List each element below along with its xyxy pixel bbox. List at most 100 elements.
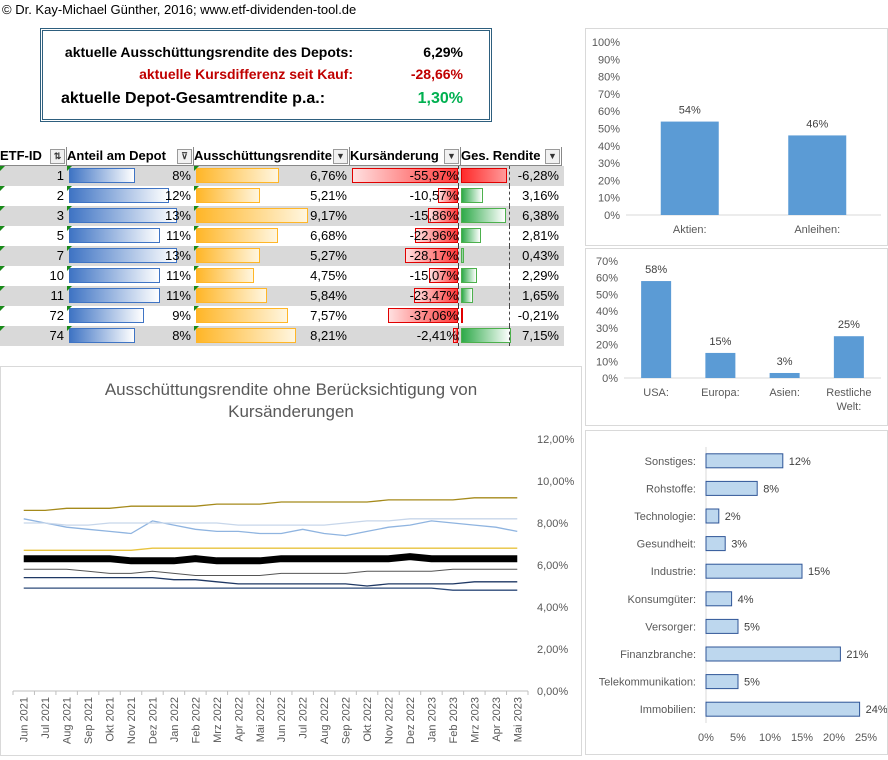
cell-anteil[interactable]: 13% [67,206,193,226]
cell-etf-id[interactable]: 74 [0,326,66,346]
y-tick-label: Versorger: [645,621,696,633]
cell-ausschuettung[interactable]: 9,17% [194,206,349,226]
y-tick-label: 50% [596,289,618,301]
cell-ges-rendite[interactable]: 6,38% [461,206,561,226]
x-tick-label: Restliche [826,387,871,399]
chevron-down-icon[interactable]: ▼ [444,149,459,164]
cell-ges-rendite[interactable]: 2,81% [461,226,561,246]
cell-anteil-text: 11% [165,228,191,243]
cell-ges-rendite-text: 0,43% [522,248,559,263]
cell-ausschuettung[interactable]: 5,27% [194,246,349,266]
header-ges-rendite[interactable]: Ges. Rendite ▼ [461,147,562,166]
filter-active-icon[interactable]: ⊽ [177,149,192,164]
kurs-databar [437,188,458,203]
cell-kursaenderung[interactable]: -55,97% [350,166,460,186]
y-tick-label: 12,00% [537,434,575,446]
bar [705,618,739,634]
cell-etf-id[interactable]: 10 [0,266,66,286]
table-row[interactable]: 72 9% 7,57% -37,06% -0,21% [0,306,564,326]
axis-line [509,266,510,286]
cell-anteil[interactable]: 12% [67,186,193,206]
x-tick-label: Jun 2022 [276,697,288,742]
cell-anteil-text: 9% [172,308,191,323]
cell-ausschuettung[interactable]: 7,57% [194,306,349,326]
cell-anteil[interactable]: 9% [67,306,193,326]
header-anteil[interactable]: Anteil am Depot ⊽ [67,147,194,166]
asset-class-chart-panel: 0% 10% 20% 30% 40% 50% 60% 70% 80% 90% 100% 54% Akti… [585,28,888,246]
cell-kursaenderung[interactable]: -15,07% [350,266,460,286]
axis-line [458,246,459,266]
x-tick-label: Jul 2022 [298,697,310,739]
header-etf-id[interactable]: ETF-ID ⇅ [0,147,67,166]
cell-ges-rendite[interactable]: 7,15% [461,326,561,346]
cell-etf-id[interactable]: 3 [0,206,66,226]
cell-ausschuettung[interactable]: 4,75% [194,266,349,286]
table-row[interactable]: 10 11% 4,75% -15,07% 2,29% [0,266,564,286]
cell-anteil[interactable]: 11% [67,286,193,306]
cell-etf-id[interactable]: 1 [0,166,66,186]
cell-anteil[interactable]: 8% [67,326,193,346]
data-label: 24% [866,704,887,716]
x-tick-label: Anleihen: [794,224,840,236]
table-row[interactable]: 3 13% 9,17% -15,86% 6,38% [0,206,564,226]
table-row[interactable]: 1 8% 6,76% -55,97% -6,28% [0,166,564,186]
ausschuettung-databar [196,208,308,223]
header-ausschuettung[interactable]: Ausschüttungsrendite ▼ [194,147,350,166]
cell-ges-rendite[interactable]: 2,29% [461,266,561,286]
bar [705,591,733,607]
cell-ges-rendite[interactable]: -6,28% [461,166,561,186]
axis-line [509,286,510,306]
x-tick-label: Sep 2022 [341,697,353,744]
cell-ges-rendite[interactable]: 0,43% [461,246,561,266]
series-line [23,587,518,591]
cell-anteil[interactable]: 11% [67,266,193,286]
cell-ausschuettung[interactable]: 8,21% [194,326,349,346]
cell-kursaenderung[interactable]: -28,17% [350,246,460,266]
cell-anteil[interactable]: 13% [67,246,193,266]
cell-etf-id[interactable]: 7 [0,246,66,266]
table-row[interactable]: 5 11% 6,68% -22,96% 2,81% [0,226,564,246]
table-row[interactable]: 7 13% 5,27% -28,17% 0,43% [0,246,564,266]
cell-ausschuettung[interactable]: 5,84% [194,286,349,306]
cell-ges-rendite[interactable]: 3,16% [461,186,561,206]
filter-dropdown-icon[interactable]: ⇅ [50,149,65,164]
y-tick-label: 90% [598,54,620,66]
header-kurs[interactable]: Kursänderung ▼ [350,147,461,166]
table-row[interactable]: 11 11% 5,84% -23,47% 1,65% [0,286,564,306]
chevron-down-icon[interactable]: ▼ [333,149,348,164]
y-tick-label: 4,00% [537,602,568,614]
cell-ges-rendite[interactable]: 1,65% [461,286,561,306]
x-tick-label: Feb 2023 [448,697,460,743]
cell-kursaenderung[interactable]: -23,47% [350,286,460,306]
cell-etf-id-text: 5 [56,228,64,243]
cell-kursaenderung[interactable]: -10,57% [350,186,460,206]
table-row[interactable]: 74 8% 8,21% -2,41% 7,15% [0,326,564,346]
header-ges-rendite-label: Ges. Rendite [461,148,541,163]
cell-kursaenderung[interactable]: -22,96% [350,226,460,246]
x-tick-label: Welt: [836,401,861,413]
ausschuettung-databar [196,308,289,323]
cell-kursaenderung[interactable]: -15,86% [350,206,460,226]
cell-etf-id-text: 10 [49,268,64,283]
x-tick-label: Mai 2022 [255,697,267,742]
cell-kursaenderung[interactable]: -37,06% [350,306,460,326]
cell-etf-id[interactable]: 5 [0,226,66,246]
cell-ges-rendite[interactable]: -0,21% [461,306,561,326]
table-row[interactable]: 2 12% 5,21% -10,57% 3,16% [0,186,564,206]
cell-etf-id[interactable]: 2 [0,186,66,206]
cell-anteil[interactable]: 8% [67,166,193,186]
bar [660,121,719,215]
cell-ausschuettung[interactable]: 6,76% [194,166,349,186]
cell-kursaenderung[interactable]: -2,41% [350,326,460,346]
cell-ausschuettung[interactable]: 5,21% [194,186,349,206]
chevron-down-icon[interactable]: ▼ [545,149,560,164]
x-tick-label: Okt 2021 [105,697,117,742]
cell-etf-id-text: 1 [56,168,64,183]
cell-ausschuettung[interactable]: 6,68% [194,226,349,246]
y-tick-label: 0% [604,210,620,222]
cell-etf-id[interactable]: 72 [0,306,66,326]
cell-etf-id[interactable]: 11 [0,286,66,306]
chart-title-line: Ausschüttungsrendite ohne Berücksichtigu… [105,380,477,399]
cell-anteil[interactable]: 11% [67,226,193,246]
anteil-databar [69,208,177,223]
